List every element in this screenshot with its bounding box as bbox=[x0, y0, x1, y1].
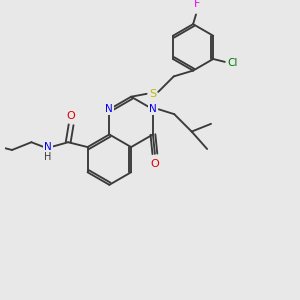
Text: S: S bbox=[149, 89, 156, 99]
Text: N: N bbox=[149, 104, 157, 114]
Text: N: N bbox=[44, 142, 52, 152]
Text: Cl: Cl bbox=[227, 58, 238, 68]
Text: F: F bbox=[194, 0, 200, 9]
Text: O: O bbox=[151, 158, 159, 169]
Text: O: O bbox=[67, 111, 76, 121]
Text: H: H bbox=[44, 152, 52, 162]
Text: N: N bbox=[106, 104, 113, 114]
